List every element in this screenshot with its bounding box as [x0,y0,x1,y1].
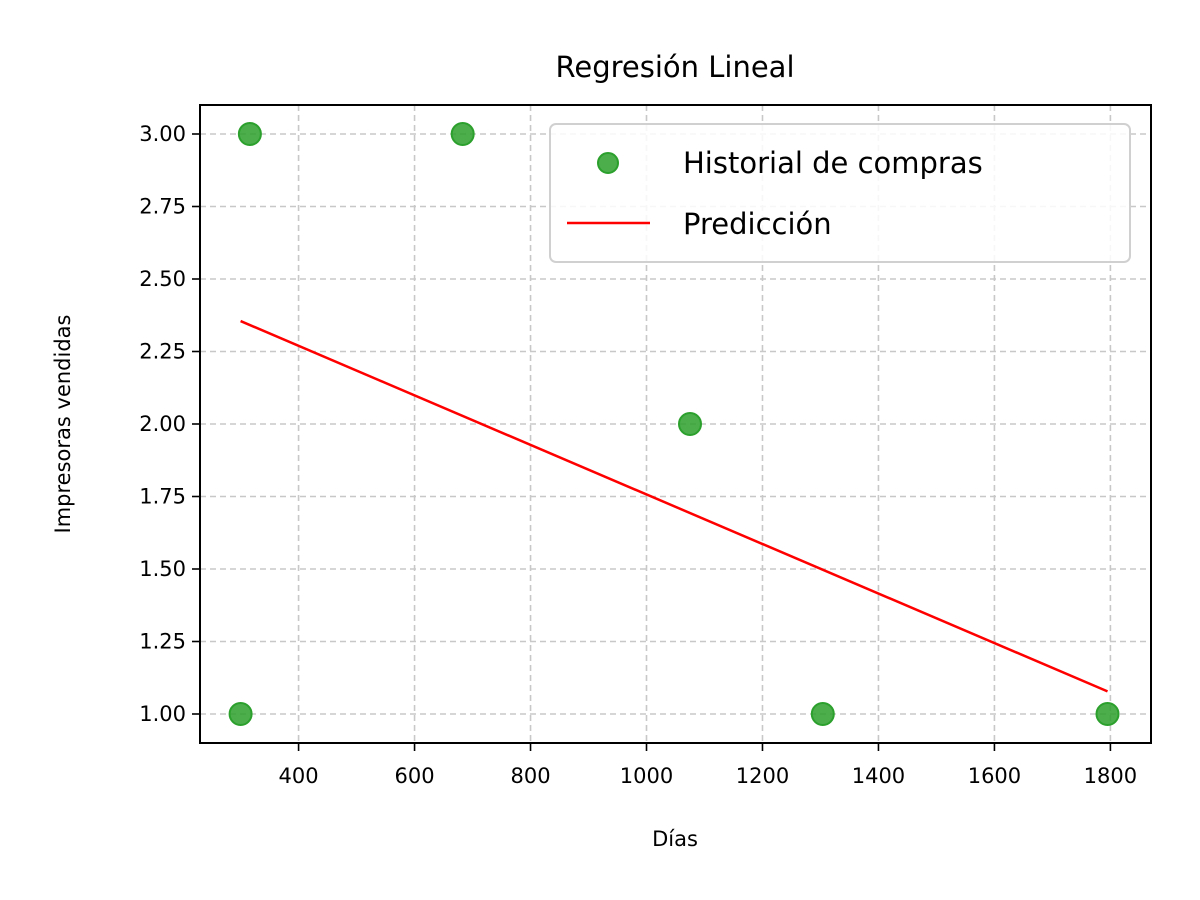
scatter-point [450,122,475,146]
x-tick-label: 1200 [736,764,789,788]
x-axis-label: Días [652,827,698,851]
y-tick-label: 1.25 [139,630,186,654]
x-tick-label: 1600 [968,764,1021,788]
legend: Historial de compras Predicción [549,123,1131,263]
y-tick-label: 2.75 [139,195,186,219]
x-tick-label: 800 [510,764,550,788]
legend-label-prediction: Predicción [683,207,832,241]
y-tick-label: 2.00 [139,412,186,436]
y-axis-ticks: 1.00 1.25 1.50 1.75 2.00 2.25 2.50 2.75 3.00 [139,122,200,726]
x-tick-label: 600 [395,764,435,788]
prediction-series [240,319,1109,693]
y-tick-label: 1.75 [139,485,186,509]
legend-frame [549,123,1131,263]
scatter-point [237,122,262,146]
legend-label-history: Historial de compras [683,146,983,180]
scatter-point [1095,702,1120,726]
history-series [228,122,1120,726]
x-tick-label: 1800 [1084,764,1137,788]
x-tick-label: 1000 [620,764,673,788]
scatter-point [677,412,702,436]
y-tick-label: 2.50 [139,267,186,291]
x-tick-label: 1400 [852,764,905,788]
y-axis-label: Impresoras vendidas [51,315,75,534]
y-tick-label: 3.00 [139,122,186,146]
plot-frame [199,104,1152,744]
chart-title: Regresión Lineal [556,50,795,84]
prediction-line [240,319,1109,693]
x-tick-label: 400 [279,764,319,788]
y-tick-label: 1.00 [139,702,186,726]
y-tick-label: 2.25 [139,340,186,364]
y-tick-label: 1.50 [139,557,186,581]
legend-scatter-marker [597,152,619,174]
scatter-point [228,702,253,726]
x-axis-ticks: 400 600 800 1000 1200 1400 1600 1800 [279,743,1137,788]
scatter-point [810,702,835,726]
